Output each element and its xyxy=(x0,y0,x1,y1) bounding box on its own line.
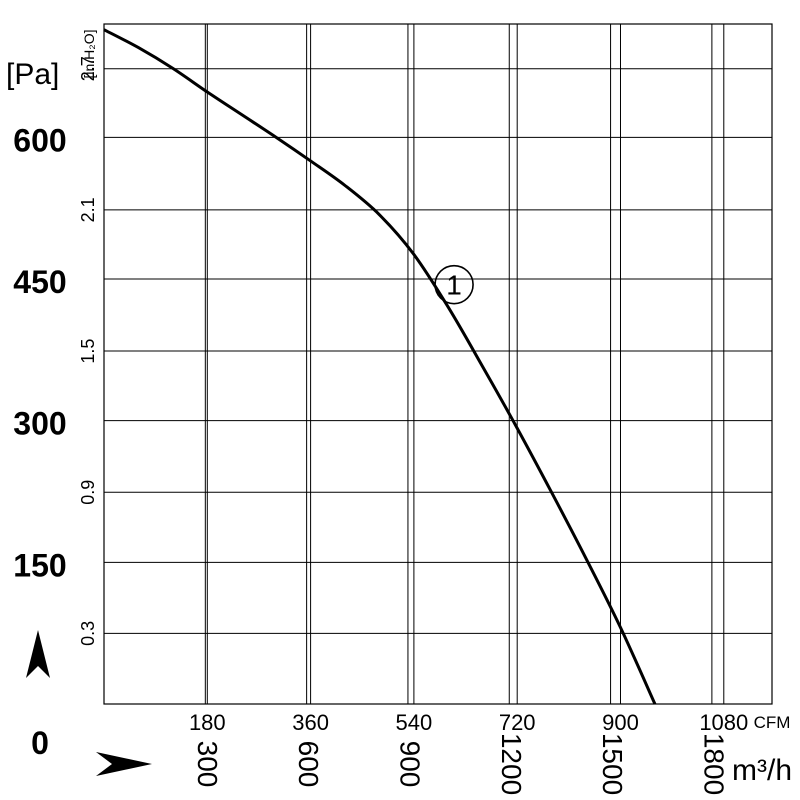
performance-curve xyxy=(103,28,657,705)
plot-frame xyxy=(103,23,773,705)
x-tick-label-m3h: 600 xyxy=(293,741,324,788)
y-tick-label-pa: 450 xyxy=(13,264,66,300)
x-tick-label-cfm: 360 xyxy=(292,710,329,735)
x-axis-unit-m3h: m³/h xyxy=(732,754,792,787)
y-tick-label-inh2o: 0.9 xyxy=(78,480,98,505)
x-tick-label-cfm: 540 xyxy=(396,710,433,735)
y-tick-label-inh2o: 0.3 xyxy=(78,621,98,646)
x-tick-label-cfm: 720 xyxy=(499,710,536,735)
y-tick-label-pa: 0 xyxy=(31,725,49,761)
y-tick-label-pa: 600 xyxy=(13,122,66,158)
y-tick-label-inh2o: 2.1 xyxy=(78,197,98,222)
series-label: 1 xyxy=(446,270,462,301)
x-tick-label-m3h: 1800 xyxy=(698,733,729,795)
y-tick-label-pa: 300 xyxy=(13,406,66,442)
x-axis-unit-cfm: CFM xyxy=(754,713,791,732)
y-tick-label-pa: 150 xyxy=(13,547,66,583)
y-tick-label-inh2o: 2.7 xyxy=(78,56,98,81)
x-tick-label-m3h: 1200 xyxy=(496,733,527,795)
x-tick-label-cfm: 1080 xyxy=(699,710,748,735)
series-label-circle xyxy=(434,264,474,305)
x-tick-label-m3h: 300 xyxy=(192,741,223,788)
up-arrow-icon xyxy=(26,630,50,678)
x-tick-label-m3h: 900 xyxy=(395,741,426,788)
y-axis-unit-pa: [Pa] xyxy=(6,58,59,91)
y-axis-unit-inh2o: [in.H₂O] xyxy=(81,30,97,79)
x-tick-label-m3h: 1500 xyxy=(597,733,628,795)
x-tick-label-cfm: 180 xyxy=(189,710,226,735)
y-tick-label-inh2o: 1.5 xyxy=(78,339,98,364)
x-tick-label-cfm: 900 xyxy=(602,710,639,735)
right-arrow-icon xyxy=(96,752,152,776)
